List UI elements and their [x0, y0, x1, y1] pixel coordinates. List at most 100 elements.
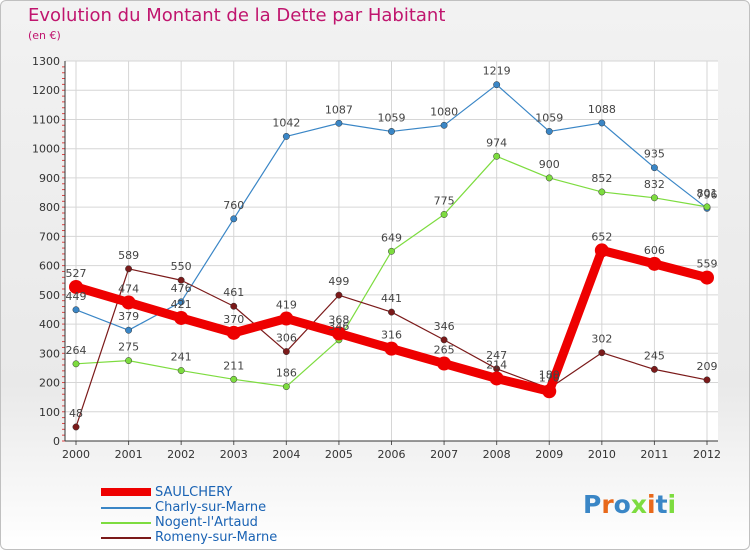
- data-label: 346: [328, 320, 349, 333]
- data-label: 935: [644, 148, 665, 161]
- data-point: [282, 383, 290, 391]
- data-point: [72, 423, 80, 431]
- data-point: [125, 326, 133, 334]
- y-tick-label: 1100: [32, 113, 60, 126]
- legend-swatch: [101, 537, 151, 539]
- logo-letter: o: [613, 490, 631, 519]
- y-tick-label: 600: [39, 260, 60, 273]
- data-label: 48: [69, 407, 83, 420]
- data-label: 346: [434, 320, 455, 333]
- data-label: 247: [486, 349, 507, 362]
- data-label: 461: [223, 286, 244, 299]
- y-tick-label: 800: [39, 201, 60, 214]
- data-point: [69, 279, 83, 294]
- data-label: 1080: [430, 105, 458, 118]
- y-tick-label: 700: [39, 230, 60, 243]
- data-label: 264: [66, 344, 87, 357]
- data-point: [282, 348, 290, 356]
- data-label: 499: [328, 275, 349, 288]
- x-tick-label: 2006: [378, 448, 406, 461]
- x-tick-label: 2003: [220, 448, 248, 461]
- data-point: [650, 194, 658, 202]
- data-point: [437, 356, 452, 371]
- x-tick-label: 2004: [272, 448, 300, 461]
- logo-letter: x: [630, 490, 647, 519]
- data-point: [440, 336, 448, 344]
- legend-swatch: [101, 488, 151, 496]
- chart-title: Evolution du Montant de la Dette par Hab…: [28, 5, 446, 26]
- legend-label: Romeny-sur-Marne: [155, 530, 278, 545]
- data-point: [440, 121, 448, 129]
- data-point: [493, 81, 501, 89]
- data-point: [703, 376, 711, 384]
- x-tick-label: 2007: [430, 448, 458, 461]
- data-point: [177, 276, 185, 284]
- logo-letter: i: [647, 490, 656, 519]
- data-point: [647, 256, 662, 271]
- y-tick-label: 100: [39, 406, 60, 419]
- y-tick-label: 400: [39, 318, 60, 331]
- data-label: 1042: [272, 116, 300, 129]
- logo-letter: t: [655, 490, 668, 519]
- data-point: [700, 270, 714, 285]
- data-label: 186: [276, 367, 297, 380]
- logo-letter: i: [667, 490, 677, 519]
- data-point: [388, 308, 395, 316]
- data-point: [545, 127, 553, 135]
- y-tick-label: 900: [39, 172, 60, 185]
- data-label: 214: [486, 358, 507, 371]
- x-tick-label: 2005: [325, 448, 353, 461]
- data-label: 796: [697, 188, 718, 201]
- data-label: 368: [328, 313, 349, 326]
- data-point: [650, 164, 658, 172]
- data-label: 832: [644, 178, 665, 191]
- data-point: [174, 310, 189, 325]
- data-label: 1088: [588, 103, 616, 116]
- data-label: 1059: [378, 111, 406, 124]
- data-point: [331, 326, 346, 341]
- data-label: 421: [171, 298, 192, 311]
- legend-swatch: [101, 522, 151, 524]
- x-tick-label: 2009: [535, 448, 563, 461]
- data-point: [388, 247, 395, 255]
- data-point: [125, 265, 133, 273]
- data-point: [282, 132, 290, 140]
- data-point: [594, 243, 609, 258]
- x-tick-label: 2008: [483, 448, 511, 461]
- data-label: 170: [539, 371, 560, 384]
- line-chart: 0 100 200 300 400 500 600 700 800 900 1000 1100 1200…: [32, 55, 721, 461]
- data-label: 527: [66, 267, 87, 280]
- y-tick-label: 1300: [32, 55, 60, 68]
- data-point: [598, 188, 606, 196]
- data-label: 559: [697, 258, 718, 271]
- data-point: [230, 302, 238, 310]
- data-label: 550: [171, 260, 192, 273]
- data-point: [598, 349, 606, 357]
- data-label: 449: [66, 290, 87, 303]
- y-tick-label: 500: [39, 289, 60, 302]
- data-point: [230, 215, 238, 223]
- legend-label: SAULCHERY: [155, 485, 233, 500]
- data-point: [598, 119, 606, 127]
- y-tick-label: 300: [39, 347, 60, 360]
- data-point: [177, 367, 185, 375]
- data-point: [177, 298, 185, 306]
- x-tick-label: 2000: [62, 448, 90, 461]
- data-label: 370: [223, 313, 244, 326]
- data-point: [545, 174, 553, 182]
- chart-subtitle: (en €): [28, 29, 61, 42]
- data-point: [650, 365, 658, 373]
- data-label: 476: [171, 282, 192, 295]
- y-tick-label: 200: [39, 377, 60, 390]
- data-label: 775: [434, 194, 455, 207]
- data-label: 302: [591, 333, 612, 346]
- y-tick-label: 1200: [32, 84, 60, 97]
- x-tick-label: 2001: [115, 448, 143, 461]
- data-label: 974: [486, 136, 507, 149]
- y-tick-label: 1000: [32, 143, 60, 156]
- data-label: 306: [276, 332, 297, 345]
- y-tick-label: 0: [53, 435, 60, 448]
- data-point: [279, 311, 294, 326]
- logo-letter: P: [583, 490, 602, 519]
- data-label: 474: [118, 282, 139, 295]
